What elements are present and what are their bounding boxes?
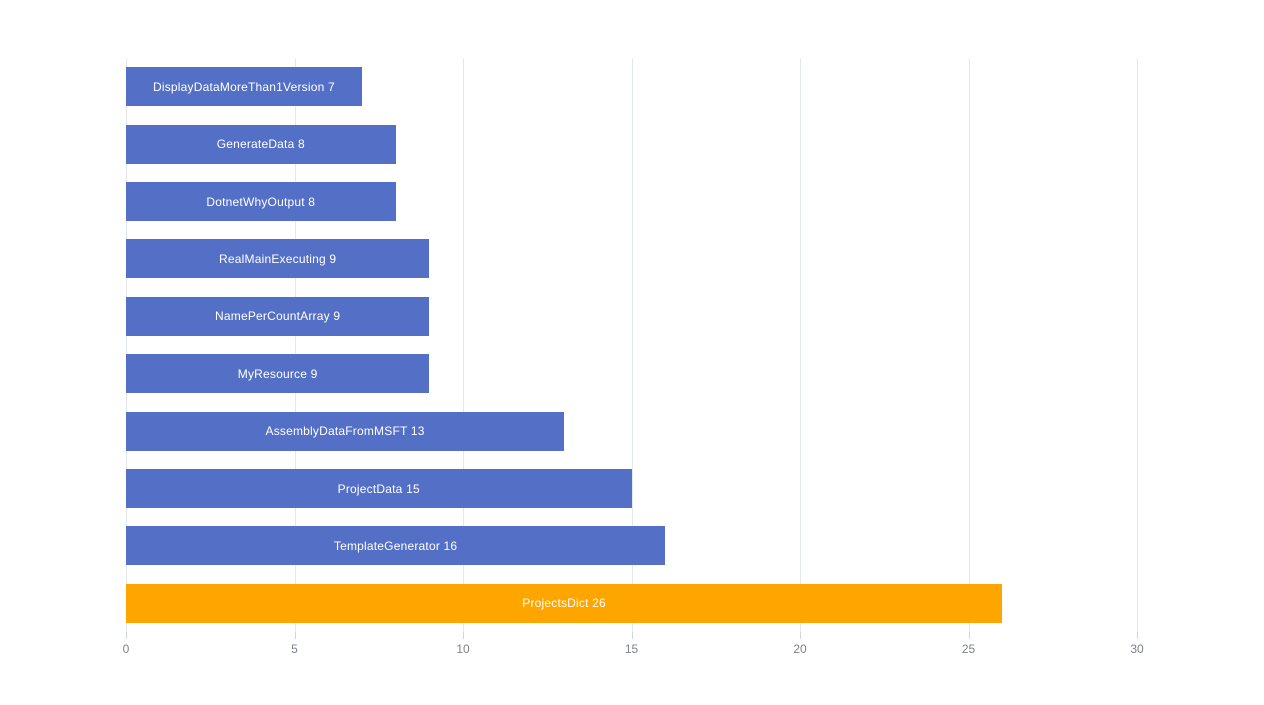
bar-ProjectsDict[interactable]: ProjectsDict 26	[126, 583, 1003, 623]
gridline-30	[1137, 58, 1138, 632]
gridline-5	[294, 58, 296, 632]
bar-label: DisplayDataMoreThan1Version 7	[152, 79, 335, 94]
axis-tick-label-25: 25	[961, 642, 976, 656]
plot-area: DisplayDataMoreThan1Version 7 GenerateDat…	[126, 58, 1138, 632]
axis-tick-label-15: 15	[624, 642, 639, 656]
bar-label: DotnetWhyOutput 8	[206, 194, 316, 209]
gridline-0	[126, 58, 127, 632]
axis-tick-label-5: 5	[291, 642, 298, 656]
bar-label: NamePerCountArray 9	[215, 309, 341, 324]
bar-ProjectData[interactable]: ProjectData 15	[126, 469, 632, 508]
axis-tick-30	[1137, 632, 1138, 639]
axis-tick-5	[294, 632, 296, 639]
axis-tick-label-0: 0	[122, 642, 130, 656]
axis-tick-15	[631, 632, 633, 639]
axis-tick-label-30: 30	[1130, 642, 1144, 656]
bar-DisplayDataMoreThan1Version[interactable]: DisplayDataMoreThan1Version 7	[126, 67, 362, 107]
bar-DotnetWhyOutput[interactable]: DotnetWhyOutput 8	[126, 182, 396, 221]
axis-tick-label-20: 20	[793, 642, 807, 656]
axis-tick-10	[463, 632, 464, 639]
bar-label: MyResource 9	[237, 366, 318, 381]
bar-AssemblyDataFromMSFT[interactable]: AssemblyDataFromMSFT 13	[126, 411, 565, 451]
axis-tick-0	[126, 632, 127, 639]
bar-TemplateGenerator[interactable]: TemplateGenerator 16	[126, 526, 666, 566]
bar-label: ProjectData 15	[337, 481, 420, 496]
bar-label: AssemblyDataFromMSFT 13	[265, 424, 425, 439]
bar-label: ProjectsDict 26	[522, 596, 606, 611]
bar-RealMainExecuting[interactable]: RealMainExecuting 9	[126, 239, 430, 279]
gridline-25	[968, 58, 970, 632]
bar-NamePerCountArray[interactable]: NamePerCountArray 9	[126, 296, 430, 336]
bar-GenerateData[interactable]: GenerateData 8	[126, 124, 396, 164]
gridline-20	[800, 58, 801, 632]
axis-tick-label-10: 10	[456, 642, 470, 656]
gridline-10	[463, 58, 464, 632]
gridline-15	[631, 58, 633, 632]
bar-MyResource[interactable]: MyResource 9	[126, 354, 430, 394]
bar-label: RealMainExecuting 9	[219, 251, 337, 266]
axis-tick-20	[800, 632, 801, 639]
bar-label: GenerateData 8	[216, 137, 305, 152]
x-axis: 0 5 10 15 20 25 30	[122, 632, 1144, 664]
bar-label: TemplateGenerator 16	[333, 538, 458, 553]
axis-tick-25	[968, 632, 970, 639]
